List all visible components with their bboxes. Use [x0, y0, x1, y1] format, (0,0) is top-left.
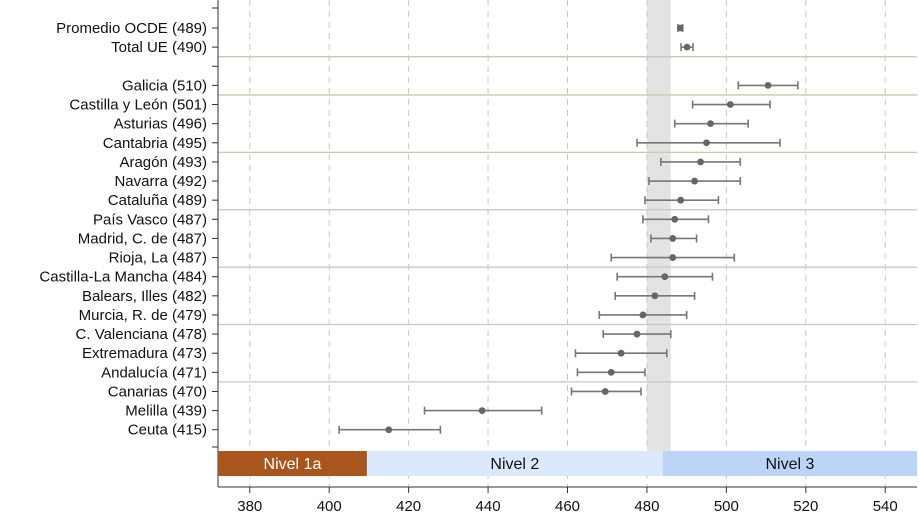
data-point	[385, 426, 393, 434]
x-tick-label: 380	[237, 498, 262, 515]
row-label: Rioja, La (487)	[109, 250, 207, 267]
data-row	[680, 43, 694, 52]
x-tick-label: 420	[396, 498, 421, 515]
data-point	[703, 139, 710, 147]
row-label: Melilla (439)	[125, 403, 207, 420]
row-label: Total UE (490)	[111, 39, 207, 56]
x-tick-label: 400	[317, 498, 342, 515]
highlight-band-rect	[646, 0, 671, 451]
data-point	[669, 235, 677, 242]
data-row	[616, 272, 714, 281]
data-row	[574, 349, 668, 358]
grid-lines	[249, 0, 886, 487]
data-point	[661, 273, 669, 281]
data-point	[601, 388, 609, 395]
data-row	[636, 138, 781, 147]
data-point	[726, 101, 734, 108]
x-axis: 380 400 420 440 460 480 500 520 540	[218, 486, 917, 515]
data-row	[423, 406, 543, 415]
x-tick-label: 500	[714, 498, 739, 515]
x-tick-label: 480	[634, 498, 659, 515]
row-label: País Vasco (487)	[93, 211, 207, 228]
row-label: Castilla-La Mancha (484)	[39, 269, 207, 286]
data-point	[691, 177, 698, 185]
highlight-band	[646, 0, 671, 451]
level-band	[366, 451, 663, 476]
data-row	[648, 177, 742, 186]
data-row	[660, 157, 742, 166]
data-point	[639, 311, 647, 319]
row-label: Castilla y León (501)	[69, 97, 207, 114]
data-point	[677, 196, 685, 204]
level-band	[218, 451, 367, 476]
data-row	[642, 215, 710, 224]
row-label: Navarra (492)	[114, 173, 207, 190]
data-row	[576, 368, 646, 377]
row-label: Cantabria (495)	[103, 135, 207, 152]
data-point	[764, 81, 772, 89]
level-bands: Nivel 1a Nivel 2 Nivel 3	[218, 451, 917, 476]
row-label: Cataluña (489)	[108, 192, 207, 209]
data-row	[614, 291, 696, 300]
data-point	[617, 349, 625, 357]
x-tick-label: 540	[873, 498, 898, 515]
data-point	[607, 368, 615, 376]
level-label: Nivel 3	[765, 456, 814, 473]
data-point	[669, 254, 677, 261]
row-label: Murcia, R. de (479)	[79, 307, 207, 324]
x-tick-label: 460	[555, 498, 580, 515]
row-label: Aragón (493)	[119, 154, 207, 171]
data-point	[633, 330, 641, 338]
row-label: Promedio OCDE (489)	[56, 20, 207, 37]
row-label: C. Valenciana (478)	[76, 326, 207, 343]
row-label: Andalucía (471)	[101, 364, 207, 381]
row-label: Canarias (470)	[108, 383, 207, 400]
data-row	[570, 387, 642, 396]
row-label: Asturias (496)	[114, 116, 207, 133]
row-separators	[218, 56, 917, 383]
row-label: Ceuta (415)	[128, 422, 207, 439]
data-point	[707, 120, 714, 128]
row-labels: Promedio OCDE (489) Total UE (490) Galicia…	[39, 20, 207, 439]
data-row	[676, 24, 684, 32]
data-row	[650, 234, 698, 243]
level-label: Nivel 2	[490, 456, 539, 473]
data-row	[673, 119, 750, 128]
data-point	[683, 43, 691, 51]
data-point	[651, 292, 659, 300]
row-label: Extremadura (473)	[82, 345, 207, 362]
data-point	[478, 407, 486, 414]
data-row	[338, 425, 442, 434]
level-band	[662, 451, 917, 476]
data-point	[671, 215, 679, 223]
data-row	[644, 196, 720, 205]
data-row	[691, 100, 771, 109]
data-row	[610, 253, 736, 262]
series	[338, 24, 799, 434]
row-label: Balears, Illes (482)	[82, 288, 207, 305]
data-point	[697, 158, 704, 166]
data-point	[676, 24, 684, 32]
data-row	[598, 310, 688, 319]
data-row	[602, 330, 672, 339]
x-tick-label: 440	[476, 498, 501, 515]
row-label: Madrid, C. de (487)	[78, 230, 207, 247]
x-tick-label: 520	[793, 498, 818, 515]
data-row	[737, 81, 799, 90]
row-label: Galicia (510)	[122, 77, 207, 94]
level-label: Nivel 1a	[264, 456, 322, 473]
y-axis	[212, 0, 219, 487]
